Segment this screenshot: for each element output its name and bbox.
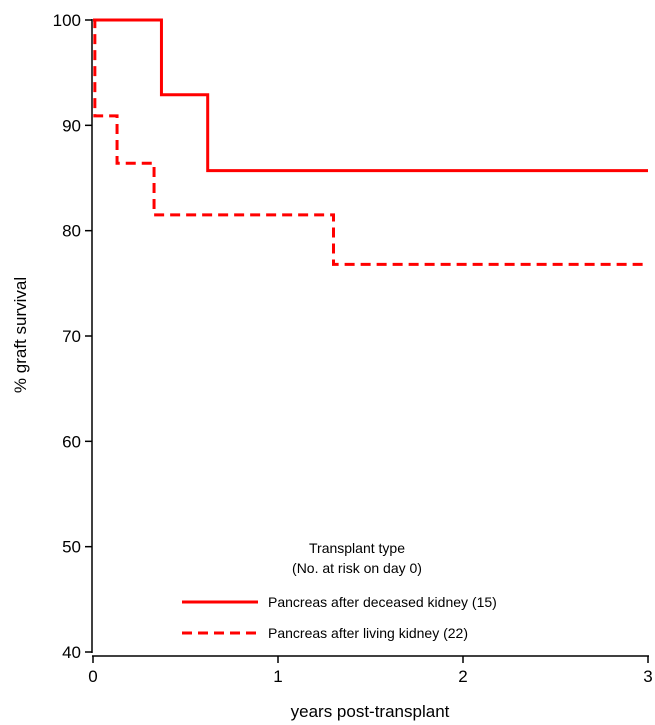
legend-subtitle: (No. at risk on day 0)	[292, 560, 422, 576]
legend-label-deceased: Pancreas after deceased kidney (15)	[268, 594, 497, 610]
y-axis-title: % graft survival	[11, 277, 30, 393]
legend-title: Transplant type	[309, 540, 405, 556]
series-line-deceased-kidney	[93, 18, 648, 173]
series-line-living-kidney	[93, 18, 648, 266]
x-tick-label: 0	[88, 667, 97, 686]
x-tick-label: 3	[643, 667, 652, 686]
x-tick-label: 2	[458, 667, 467, 686]
x-axis-ticks: 0 1 2 3	[88, 656, 653, 686]
y-tick-label: 90	[62, 116, 81, 135]
y-tick-label: 50	[62, 538, 81, 557]
y-tick-label: 60	[62, 432, 81, 451]
y-tick-label: 80	[62, 222, 81, 241]
legend: Transplant type (No. at risk on day 0) P…	[182, 540, 497, 641]
x-tick-label: 1	[273, 667, 282, 686]
y-tick-label: 100	[53, 11, 81, 30]
y-tick-label: 70	[62, 327, 81, 346]
y-tick-label: 40	[62, 643, 81, 662]
x-axis-title: years post-transplant	[291, 702, 450, 721]
y-axis-ticks: 40 50 60 70 80 90 100	[53, 11, 92, 662]
series-layer	[93, 18, 648, 266]
legend-label-living: Pancreas after living kidney (22)	[268, 625, 468, 641]
